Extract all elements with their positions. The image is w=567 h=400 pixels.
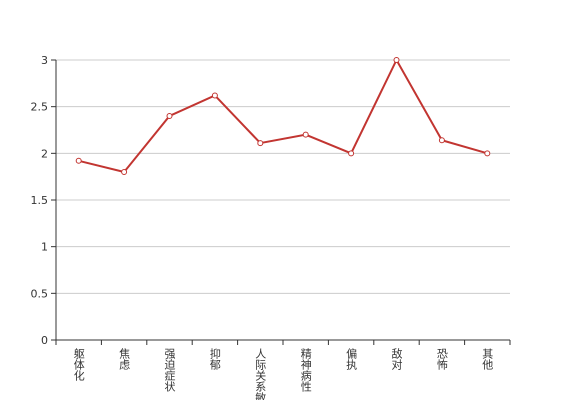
x-tick-label: 恐怖 (435, 348, 448, 370)
point (348, 150, 355, 157)
y-tick-label: 1 (41, 241, 48, 254)
y-tick-label: 2 (41, 147, 48, 160)
y-tick-label: 2.5 (31, 101, 49, 114)
x-tick-label: 强迫症状 (163, 348, 176, 392)
y-tick-label: 1.5 (31, 194, 49, 207)
point (257, 140, 264, 147)
point (302, 131, 309, 138)
point (393, 57, 400, 63)
x-tick-label: 敌对 (390, 347, 403, 370)
x-tick-label: 偏执 (345, 347, 358, 371)
x-tick-label: 精神病性 (299, 348, 312, 393)
x-tick-label: 抑郁 (208, 347, 221, 370)
line (78, 57, 488, 174)
x-tick-label: 躯体化 (72, 348, 85, 382)
y-tick-label: 0.5 (31, 287, 49, 300)
point (484, 150, 491, 157)
point (211, 92, 218, 99)
y-tick-label: 3 (41, 54, 48, 67)
point (121, 169, 128, 175)
point (75, 157, 82, 164)
x-tick-label: 人际关系敏感 (254, 348, 267, 400)
x-tick-label: 其他 (481, 348, 494, 370)
point (438, 137, 445, 144)
x-tick-label: 焦虑 (118, 348, 131, 370)
point (166, 113, 173, 119)
y-tick-label: 0 (41, 334, 48, 347)
